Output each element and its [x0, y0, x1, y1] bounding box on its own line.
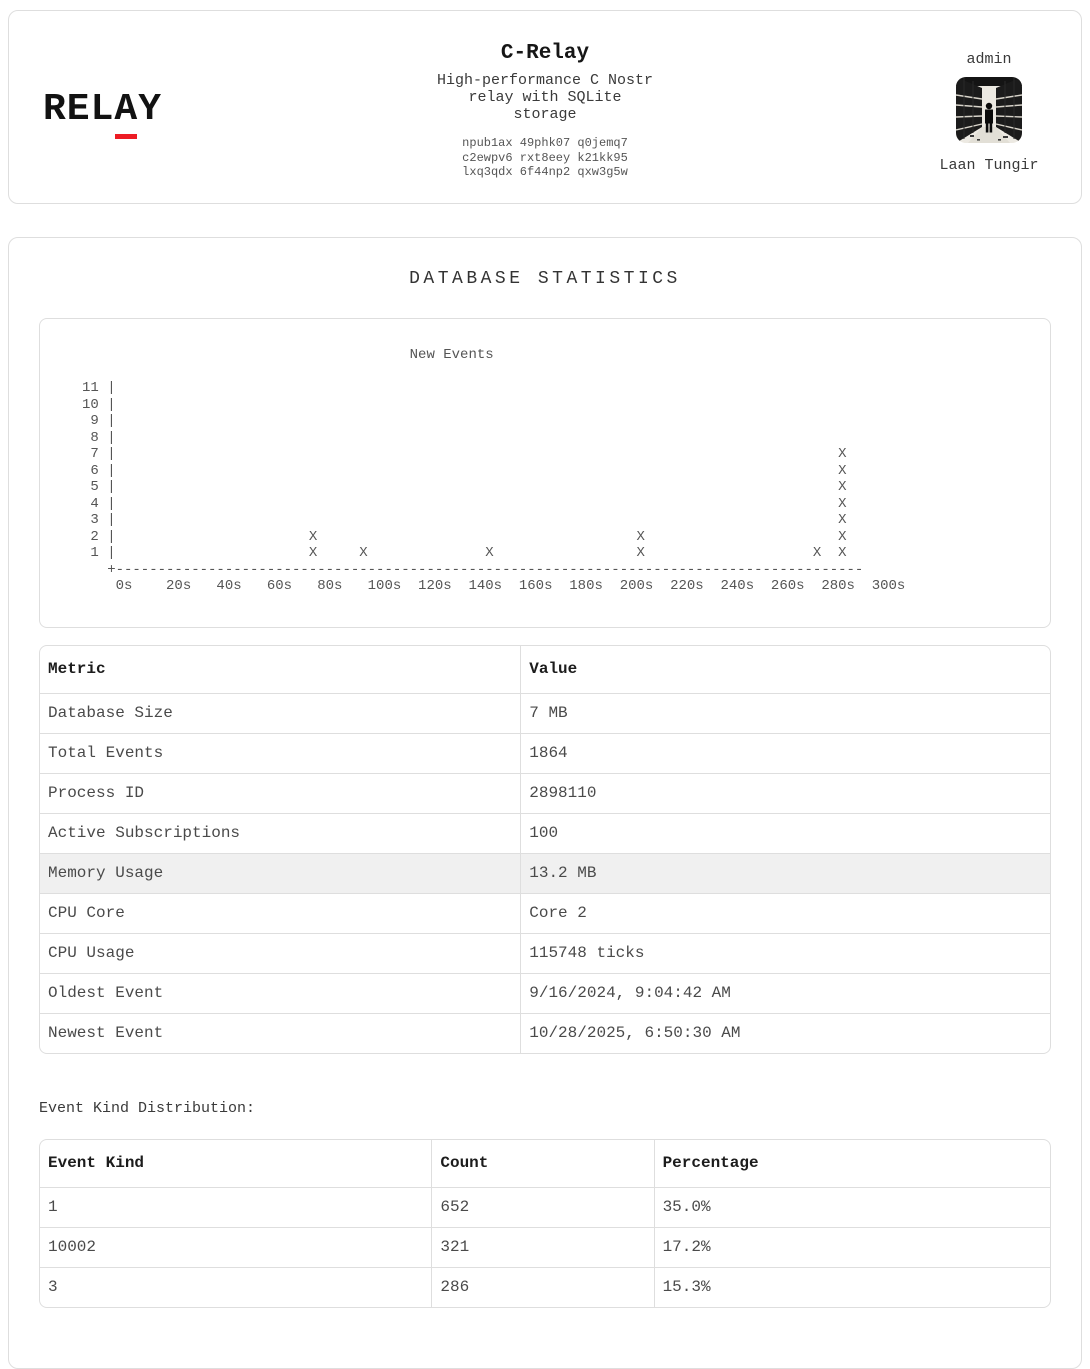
distribution-label: Event Kind Distribution:	[39, 1099, 256, 1117]
table-row: Total Events 1864	[40, 732, 1050, 773]
metric-name-cell: Database Size	[48, 703, 173, 722]
metric-value-cell: 10/28/2025, 6:50:30 AM	[520, 1012, 1050, 1053]
database-statistics-card: DATABASE STATISTICS New Events 11 | 10 |…	[8, 237, 1082, 1369]
new-events-ascii-chart: New Events 11 | 10 | 9 | 8 | 7 | X 6 |	[82, 347, 906, 594]
count-cell: 321	[431, 1226, 655, 1267]
metrics-header-value: Value	[520, 645, 1050, 694]
table-row-highlighted: Memory Usage 13.2 MB	[40, 852, 1050, 893]
relay-logo[interactable]: RELAY	[43, 91, 162, 139]
admin-name: Laan Tungir	[939, 157, 1039, 174]
distribution-header-row: Event Kind Count Percentage	[40, 1139, 1050, 1188]
event-kind-cell: 1	[48, 1197, 58, 1216]
admin-panel: admin	[933, 51, 1045, 174]
table-row: Newest Event 10/28/2025, 6:50:30 AM	[40, 1012, 1050, 1053]
admin-role-label: admin	[966, 51, 1012, 68]
table-row: 3 286 15.3%	[40, 1266, 1050, 1307]
page-title: DATABASE STATISTICS	[409, 269, 681, 289]
count-cell: 286	[431, 1266, 655, 1307]
distribution-header-kind: Event Kind	[40, 1139, 432, 1188]
library-photo-icon	[956, 77, 1022, 143]
relay-logo-text: RELAY	[43, 88, 163, 131]
metric-name-cell: Process ID	[40, 772, 521, 813]
logo-underline-accent	[115, 134, 137, 139]
metrics-header-row: Metric Value	[40, 645, 1050, 694]
table-row: Process ID 2898110	[40, 772, 1050, 813]
metric-value-cell: 115748 ticks	[520, 932, 1050, 973]
metric-value-cell: 2898110	[520, 772, 1050, 813]
table-row: CPU Core Core 2	[40, 892, 1050, 933]
percentage-cell: 17.2%	[653, 1226, 1050, 1267]
count-cell: 652	[431, 1187, 655, 1227]
metric-name-cell: Active Subscriptions	[40, 812, 521, 853]
table-row: Oldest Event 9/16/2024, 9:04:42 AM	[40, 972, 1050, 1013]
metric-name-cell: CPU Core	[40, 892, 521, 933]
table-row: 1 652 35.0%	[40, 1187, 1050, 1227]
table-row: Active Subscriptions 100	[40, 812, 1050, 853]
event-kind-cell: 3	[40, 1266, 432, 1307]
relay-info-block: C-Relay High-performance C Nostr relay w…	[9, 43, 1081, 180]
metric-value-cell: Core 2	[520, 892, 1050, 933]
metric-name-cell: Memory Usage	[40, 852, 521, 893]
admin-avatar[interactable]	[956, 77, 1022, 143]
metric-value-cell: 7 MB	[520, 693, 1050, 733]
app-title: C-Relay	[500, 42, 590, 65]
relay-npub: npub1ax 49phk07 q0jemq7 c2ewpv6 rxt8eey …	[462, 136, 628, 179]
metric-name-cell: Oldest Event	[40, 972, 521, 1013]
app-subtitle: High-performance C Nostr relay with SQLi…	[436, 72, 654, 123]
metric-value-cell: 100	[520, 812, 1050, 853]
event-kind-cell: 10002	[40, 1226, 432, 1267]
distribution-header-count: Count	[431, 1139, 655, 1188]
table-row: 10002 321 17.2%	[40, 1226, 1050, 1267]
event-kind-distribution-table: Event Kind Count Percentage 1 652 35.0% …	[39, 1138, 1051, 1308]
metrics-header-metric: Metric	[40, 645, 521, 694]
header-card: RELAY C-Relay High-performance C Nostr r…	[8, 10, 1082, 204]
table-row: CPU Usage 115748 ticks	[40, 932, 1050, 973]
percentage-cell: 35.0%	[653, 1187, 1050, 1227]
metric-name-cell: Total Events	[40, 732, 521, 773]
metrics-table: Metric Value Database Size 7 MB Total Ev…	[39, 644, 1051, 1054]
metric-name-cell: Newest Event	[40, 1012, 521, 1053]
new-events-chart-panel: New Events 11 | 10 | 9 | 8 | 7 | X 6 |	[39, 318, 1051, 628]
metric-value-cell: 9/16/2024, 9:04:42 AM	[520, 972, 1050, 1013]
table-row: Database Size 7 MB	[40, 693, 1050, 733]
percentage-cell: 15.3%	[653, 1266, 1050, 1307]
metric-value-cell: 1864	[520, 732, 1050, 773]
metric-name-cell: CPU Usage	[40, 932, 521, 973]
distribution-header-percentage: Percentage	[653, 1139, 1050, 1188]
metric-value-cell: 13.2 MB	[520, 852, 1050, 893]
